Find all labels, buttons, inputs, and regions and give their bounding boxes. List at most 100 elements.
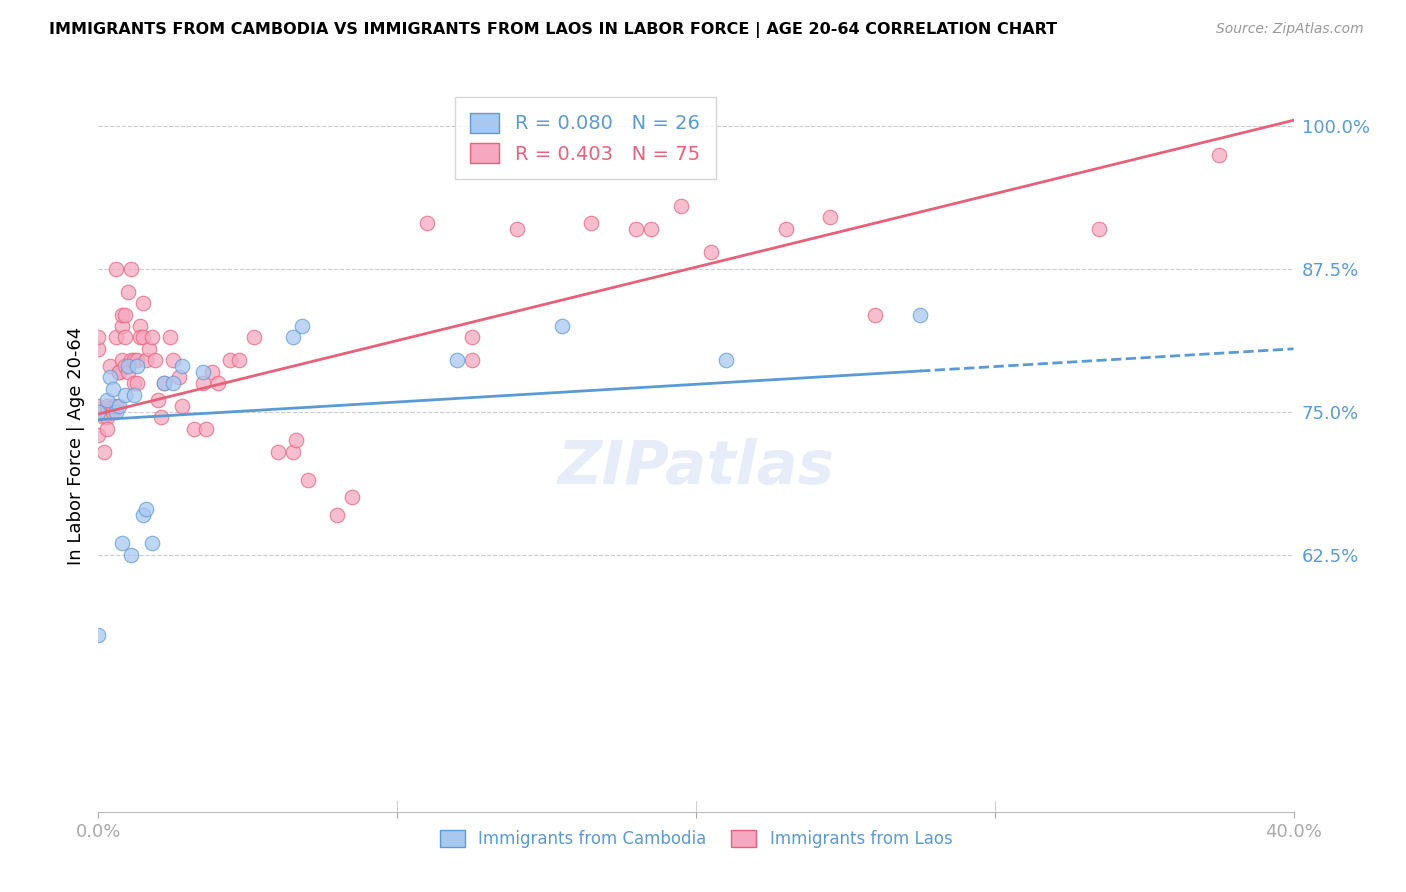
Point (416, 216, 439, 230)
Point (87, 342, 110, 356)
Point (129, 318, 152, 333)
Point (105, 399, 128, 413)
Point (132, 330, 155, 344)
Y-axis label: In Labor Force | Age 20-64: In Labor Force | Age 20-64 (66, 326, 84, 566)
Point (120, 353, 142, 368)
Point (103, 405, 125, 419)
Point (93, 410, 115, 425)
Point (162, 376, 184, 391)
Point (117, 285, 139, 299)
Point (124, 387, 146, 401)
Point (172, 359, 194, 373)
Point (87, 427, 110, 442)
Point (114, 330, 136, 344)
Point (129, 330, 152, 344)
Point (191, 376, 214, 391)
Point (446, 353, 468, 368)
Point (127, 359, 149, 373)
Point (132, 508, 155, 522)
Point (108, 399, 131, 413)
Point (640, 222, 662, 236)
Point (148, 393, 170, 408)
Point (114, 308, 136, 322)
Point (191, 365, 214, 379)
Point (908, 308, 931, 322)
Point (103, 382, 125, 396)
Point (98, 359, 122, 373)
Point (98, 370, 122, 384)
Point (93, 444, 115, 458)
Point (865, 308, 887, 322)
Point (1088, 222, 1111, 236)
Point (124, 376, 146, 391)
Point (117, 359, 139, 373)
Point (111, 536, 134, 550)
Point (105, 405, 128, 419)
Point (297, 473, 319, 487)
Point (120, 261, 142, 276)
Point (284, 434, 307, 448)
Point (167, 370, 190, 384)
Point (153, 376, 176, 391)
Point (108, 365, 131, 379)
Point (96, 393, 118, 408)
Point (281, 444, 304, 458)
Point (138, 342, 160, 356)
Point (219, 353, 242, 368)
Point (159, 330, 181, 344)
Point (281, 330, 304, 344)
Point (1208, 147, 1230, 161)
Point (120, 548, 142, 562)
Point (775, 222, 797, 236)
Point (127, 376, 149, 391)
Point (626, 222, 648, 236)
Point (669, 199, 692, 213)
Point (127, 353, 149, 368)
Point (87, 627, 110, 641)
Point (461, 353, 484, 368)
Point (103, 399, 125, 413)
Point (201, 365, 224, 379)
Point (153, 376, 176, 391)
Point (141, 536, 163, 550)
Point (143, 353, 166, 368)
Point (87, 405, 110, 419)
Point (108, 365, 131, 379)
Point (342, 491, 364, 505)
Point (291, 318, 314, 333)
Point (141, 330, 163, 344)
Point (195, 422, 218, 436)
Point (700, 244, 723, 259)
Point (150, 410, 173, 425)
Point (267, 444, 290, 458)
Text: ZIPatlas: ZIPatlas (557, 439, 835, 498)
Point (714, 353, 737, 368)
Point (87, 405, 110, 419)
Point (132, 296, 155, 310)
Point (96, 422, 118, 436)
Point (183, 422, 205, 436)
Point (117, 365, 139, 379)
Point (114, 359, 136, 373)
Point (326, 508, 349, 522)
Point (124, 353, 146, 368)
Point (105, 261, 128, 276)
Legend: Immigrants from Cambodia, Immigrants from Laos: Immigrants from Cambodia, Immigrants fro… (433, 823, 959, 855)
Point (111, 318, 134, 333)
Point (105, 330, 128, 344)
Point (111, 353, 134, 368)
Point (581, 216, 603, 230)
Text: IMMIGRANTS FROM CAMBODIA VS IMMIGRANTS FROM LAOS IN LABOR FORCE | AGE 20-64 CORR: IMMIGRANTS FROM CAMBODIA VS IMMIGRANTS F… (49, 22, 1057, 38)
Point (172, 399, 194, 413)
Point (87, 330, 110, 344)
Point (228, 353, 250, 368)
Point (550, 318, 572, 333)
Point (820, 211, 842, 225)
Point (135, 353, 157, 368)
Text: Source: ZipAtlas.com: Source: ZipAtlas.com (1216, 22, 1364, 37)
Point (96, 410, 118, 425)
Point (87, 399, 110, 413)
Point (135, 501, 157, 516)
Point (96, 399, 118, 413)
Point (207, 376, 229, 391)
